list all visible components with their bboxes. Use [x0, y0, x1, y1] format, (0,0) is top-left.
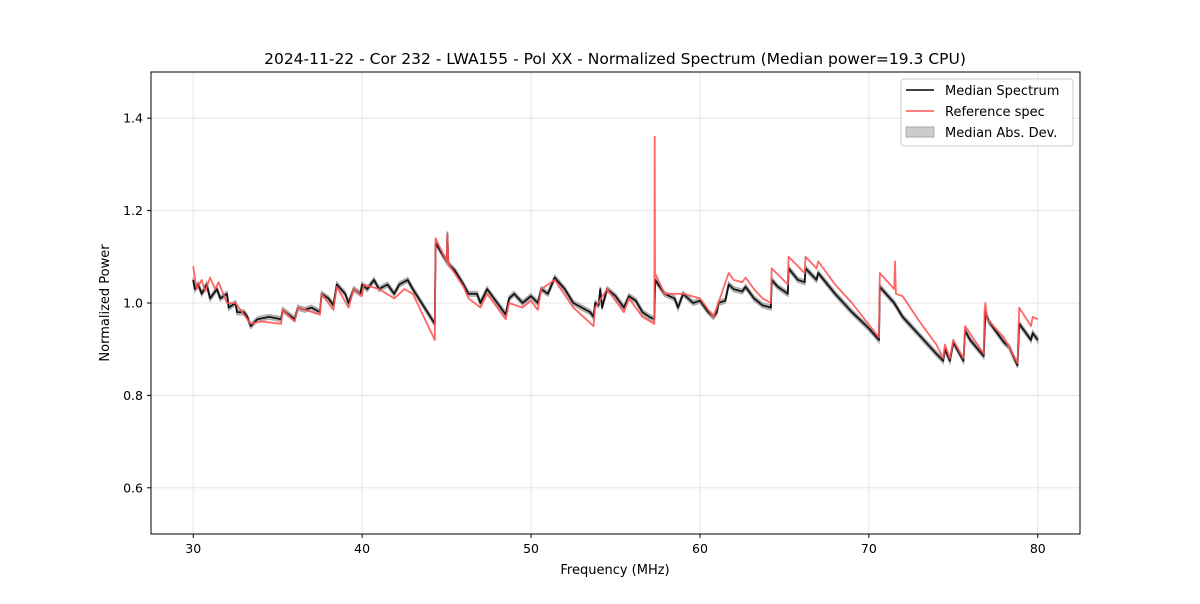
legend-reference-label: Reference spec: [945, 105, 1045, 120]
legend-mad-label: Median Abs. Dev.: [945, 126, 1057, 141]
x-tick-label: 50: [523, 541, 539, 556]
x-tick-label: 70: [861, 541, 877, 556]
y-tick-label: 1.4: [123, 111, 143, 126]
x-tick-label: 60: [692, 541, 708, 556]
x-tick-label: 40: [354, 541, 370, 556]
y-tick-label: 0.6: [123, 480, 143, 495]
y-tick-label: 1.0: [123, 296, 143, 311]
x-tick-label: 80: [1030, 541, 1046, 556]
axes-frame: [150, 71, 1081, 535]
legend: Median Spectrum Reference spec Median Ab…: [900, 78, 1074, 147]
x-axis-label: Frequency (MHz): [560, 563, 669, 578]
legend-mad-swatch: [905, 126, 935, 138]
chart-title: 2024-11-22 - Cor 232 - LWA155 - Pol XX -…: [264, 50, 966, 68]
axis-ticks: 30 40 50 60 70 80 0.6 0.8 1.0 1.2 1.4: [123, 111, 1046, 556]
legend-median-label: Median Spectrum: [945, 84, 1059, 99]
y-tick-label: 1.2: [123, 203, 143, 218]
x-tick-label: 30: [185, 541, 201, 556]
y-tick-label: 0.8: [123, 388, 143, 403]
y-axis-label: Normalized Power: [98, 244, 113, 362]
plot-area: [192, 135, 1039, 369]
reference-spectrum-line: [192, 135, 1039, 365]
